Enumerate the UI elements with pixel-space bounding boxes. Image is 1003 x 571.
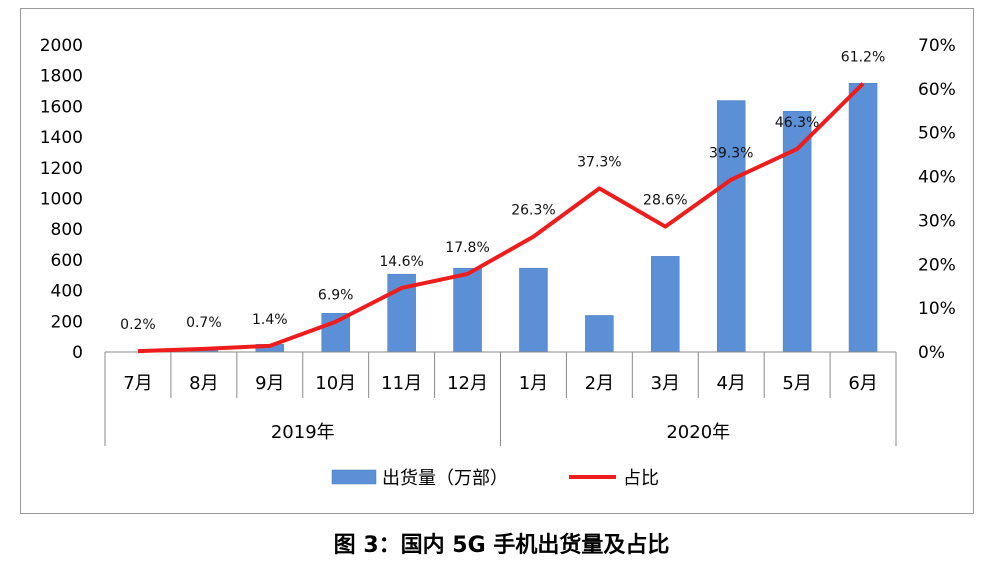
x-tick-label: 4月 — [716, 373, 745, 394]
x-tick-label: 9月 — [255, 373, 284, 394]
x-tick-label: 5月 — [782, 373, 811, 394]
x-tick-label: 2月 — [585, 373, 614, 394]
bar — [585, 315, 614, 353]
x-tick-label: 3月 — [651, 373, 680, 394]
x-tick-label: 1月 — [519, 373, 548, 394]
chart: 0 200 400 600 800 1000 1200 1400 1600 1800 2000 0% 1… — [40, 36, 956, 489]
data-label: 26.3% — [511, 203, 555, 219]
data-label: 1.4% — [252, 312, 288, 328]
line-series — [137, 82, 865, 354]
y-tick-label: 800 — [51, 220, 83, 240]
y-tick-label: 2000 — [40, 36, 83, 56]
data-label: 37.3% — [577, 154, 621, 170]
y-tick-label: 1000 — [40, 190, 83, 210]
data-label: 0.7% — [186, 315, 222, 331]
x-tick-label: 12月 — [447, 373, 488, 394]
x-tick-label: 6月 — [848, 373, 877, 394]
y-tick-label: 1200 — [40, 159, 83, 179]
x-tick-label: 7月 — [123, 373, 152, 394]
y-tick-label: 200 — [51, 312, 83, 332]
data-label: 17.8% — [445, 240, 489, 256]
data-label: 46.3% — [775, 115, 819, 131]
y-tick-label: 400 — [51, 282, 83, 302]
bar — [519, 267, 548, 353]
legend-label-line: 占比 — [623, 468, 659, 489]
y2-tick-label: 20% — [918, 255, 956, 275]
bar — [716, 100, 746, 353]
data-label: 39.3% — [709, 146, 753, 162]
x-group-label: 2019年 — [271, 422, 335, 443]
y-tick-label: 0 — [72, 343, 83, 363]
y-tick-label: 1600 — [40, 97, 83, 117]
y2-tick-label: 10% — [918, 299, 956, 319]
legend-label-bar: 出货量（万部） — [382, 468, 508, 489]
x-group-label: 2020年 — [666, 422, 730, 443]
data-label: 28.6% — [643, 193, 687, 209]
data-label: 0.2% — [120, 317, 156, 333]
data-label: 14.6% — [379, 254, 423, 270]
bar — [651, 256, 680, 353]
y-tick-label: 1400 — [40, 128, 83, 148]
data-label: 61.2% — [841, 50, 885, 66]
y-tick-label: 600 — [51, 251, 83, 271]
y-tick-label: 1800 — [40, 67, 83, 87]
y2-tick-label: 40% — [918, 168, 956, 188]
y2-tick-label: 0% — [918, 343, 945, 363]
bar — [848, 82, 878, 353]
x-tick-label: 10月 — [315, 373, 356, 394]
x-tick-label: 8月 — [189, 373, 218, 394]
chart-frame — [20, 8, 974, 514]
legend-swatch-bar — [331, 469, 377, 485]
figure-caption: 图 3：国内 5G 手机出货量及占比 — [333, 533, 670, 558]
x-tick-label: 11月 — [381, 373, 422, 394]
y2-tick-label: 30% — [918, 211, 956, 231]
bar — [453, 267, 482, 353]
y2-tick-label: 70% — [918, 36, 956, 56]
bar — [321, 313, 350, 353]
y2-tick-label: 50% — [918, 124, 956, 144]
data-label: 6.9% — [318, 288, 354, 304]
y2-tick-label: 60% — [918, 80, 956, 100]
